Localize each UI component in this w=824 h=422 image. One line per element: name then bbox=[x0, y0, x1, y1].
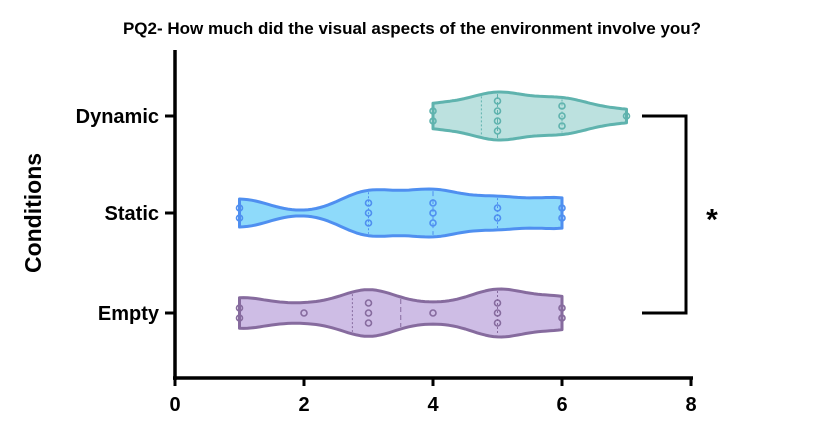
data-point bbox=[364, 319, 373, 327]
data-point bbox=[493, 309, 502, 317]
category-label: Dynamic bbox=[76, 106, 159, 128]
data-point bbox=[364, 209, 373, 217]
data-point bbox=[364, 199, 373, 207]
data-point bbox=[235, 214, 244, 222]
violin-empty bbox=[238, 287, 564, 339]
data-point bbox=[558, 204, 566, 212]
x-tick-label: 2 bbox=[298, 394, 309, 416]
data-point bbox=[558, 214, 566, 222]
data-point bbox=[429, 209, 437, 217]
data-point bbox=[558, 122, 566, 130]
data-point bbox=[235, 314, 244, 322]
x-tick-label: 8 bbox=[685, 394, 696, 416]
data-point bbox=[493, 97, 502, 105]
data-point bbox=[429, 199, 437, 207]
data-point bbox=[364, 299, 373, 307]
data-point bbox=[493, 214, 502, 222]
data-point bbox=[622, 112, 631, 120]
data-point bbox=[235, 304, 244, 312]
data-point bbox=[235, 204, 244, 212]
y-axis-label: Conditions bbox=[20, 153, 46, 273]
data-point bbox=[493, 127, 502, 135]
data-point bbox=[429, 219, 437, 227]
data-point bbox=[493, 319, 502, 327]
data-point bbox=[429, 107, 437, 115]
category-label: Empty bbox=[98, 303, 160, 325]
violin-dynamic bbox=[431, 90, 628, 142]
data-point bbox=[493, 117, 502, 125]
plot-area: 0 2 4 6 8 Dynamic Static Empty * bbox=[76, 50, 718, 416]
data-point bbox=[429, 309, 437, 317]
violin-static bbox=[238, 187, 564, 239]
data-point bbox=[493, 204, 502, 212]
data-point bbox=[300, 309, 308, 317]
significance-bracket bbox=[642, 114, 688, 315]
x-tick-label: 0 bbox=[169, 394, 180, 416]
significance-marker: * bbox=[706, 204, 718, 237]
x-tick-label: 4 bbox=[427, 394, 439, 416]
data-point bbox=[493, 107, 502, 115]
data-point bbox=[364, 219, 373, 227]
category-label: Static bbox=[105, 203, 159, 225]
x-tick-label: 6 bbox=[556, 394, 567, 416]
data-point bbox=[558, 314, 566, 322]
chart-title: PQ2- How much did the visual aspects of … bbox=[123, 19, 701, 38]
data-point bbox=[558, 112, 566, 120]
data-point bbox=[493, 299, 502, 307]
data-point bbox=[429, 117, 437, 125]
data-point bbox=[364, 309, 373, 317]
data-point bbox=[558, 304, 566, 312]
data-point bbox=[558, 102, 566, 110]
